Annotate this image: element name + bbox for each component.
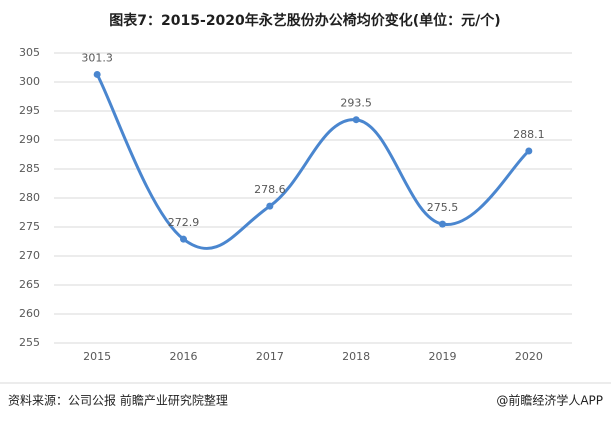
y-tick-label: 275 xyxy=(19,220,40,233)
y-tick-label: 260 xyxy=(19,307,40,320)
point xyxy=(352,116,360,124)
x-tick-label: 2018 xyxy=(342,350,370,363)
x-tick-label: 2020 xyxy=(515,350,543,363)
x-tick-label: 2016 xyxy=(170,350,198,363)
data-label: 301.3 xyxy=(81,51,113,64)
y-tick-label: 265 xyxy=(19,278,40,291)
y-tick-label: 305 xyxy=(19,46,40,59)
point xyxy=(93,70,101,78)
source-note: 资料来源：公司公报 前瞻产业研究院整理 xyxy=(8,393,228,408)
x-tick-label: 2019 xyxy=(429,350,457,363)
data-label: 278.6 xyxy=(254,183,286,196)
y-tick-label: 285 xyxy=(19,162,40,175)
y-tick-label: 270 xyxy=(19,249,40,262)
point xyxy=(180,235,187,243)
data-label: 272.9 xyxy=(168,216,200,229)
data-label: 288.1 xyxy=(513,128,545,141)
credit: @前瞻经济学人APP xyxy=(496,393,603,408)
point xyxy=(266,202,274,210)
data-label: 293.5 xyxy=(340,97,372,110)
x-tick-label: 2017 xyxy=(256,350,284,363)
y-tick-label: 295 xyxy=(19,104,40,117)
y-tick-label: 290 xyxy=(19,133,40,146)
y-tick-label: 255 xyxy=(19,336,40,349)
point xyxy=(525,147,533,155)
line xyxy=(95,73,530,250)
y-tick-label: 300 xyxy=(19,75,40,88)
y-tick-label: 280 xyxy=(19,191,40,204)
chart-title: 图表7：2015-2020年永艺股份办公椅均价变化(单位：元/个) xyxy=(109,12,500,29)
point xyxy=(439,220,446,228)
x-tick-label: 2015 xyxy=(83,350,111,363)
data-label: 275.5 xyxy=(427,201,459,214)
